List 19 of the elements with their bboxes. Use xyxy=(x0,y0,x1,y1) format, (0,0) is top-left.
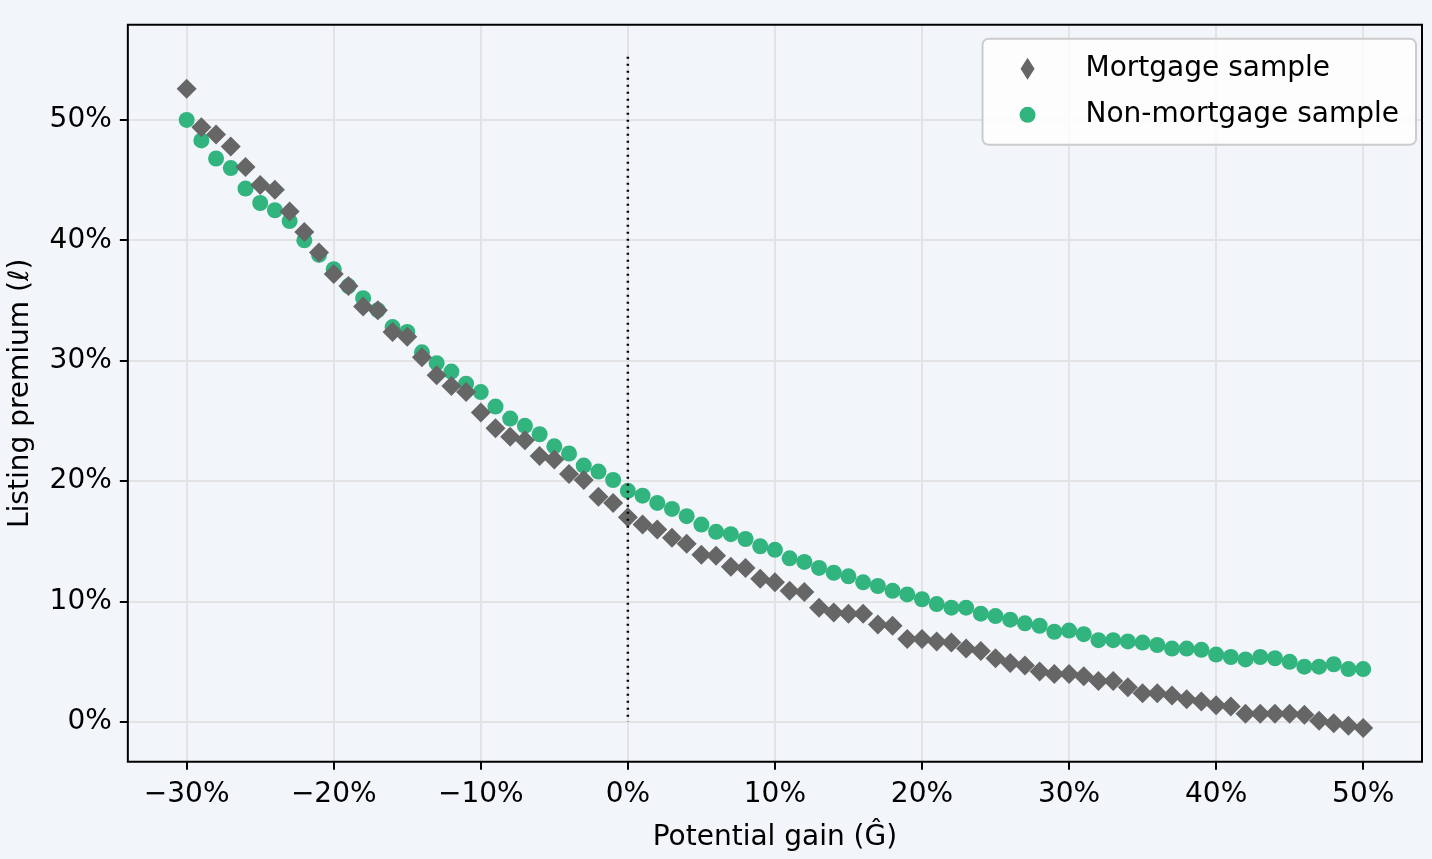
legend-label: Mortgage sample xyxy=(1085,50,1330,84)
y-tick-label: 0% xyxy=(67,703,112,737)
y-tick-label: 40% xyxy=(49,221,112,255)
legend-label: Non-mortgage sample xyxy=(1085,96,1400,130)
x-tick-label: −30% xyxy=(143,775,230,809)
x-axis-title: Potential gain (Ĝ) xyxy=(652,818,898,853)
y-axis-title: Listing premium (ℓ) xyxy=(2,258,36,529)
x-tick-label: 10% xyxy=(743,775,807,809)
x-tick-label: −20% xyxy=(290,775,377,809)
y-tick-label: 20% xyxy=(49,462,112,496)
x-tick-label: −10% xyxy=(437,775,524,809)
y-tick-label: 50% xyxy=(49,101,112,135)
y-tick-label: 30% xyxy=(49,342,112,376)
x-tick-label: 40% xyxy=(1184,775,1248,809)
y-tick-label: 10% xyxy=(49,582,112,616)
x-tick-label: 50% xyxy=(1332,775,1395,809)
x-tick-label: 30% xyxy=(1037,775,1101,809)
x-tick-label: 0% xyxy=(605,775,651,809)
x-tick-label: 20% xyxy=(890,775,954,809)
